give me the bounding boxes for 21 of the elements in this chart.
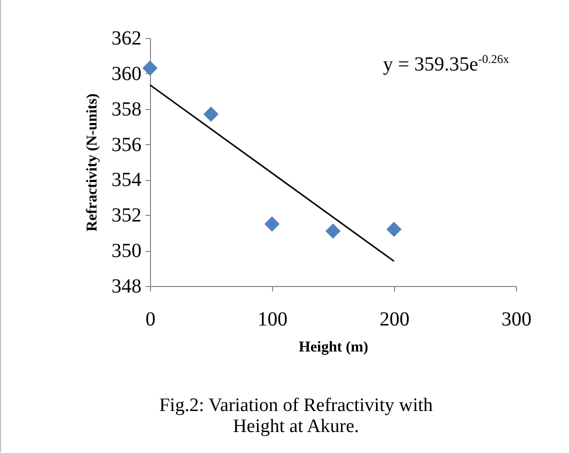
y-tick-label: 354 [112,169,142,192]
y-tick-label: 362 [112,28,142,50]
x-tick-label: 200 [380,308,410,330]
x-tick-label: 0 [146,308,156,330]
y-tick-label: 360 [112,62,142,85]
y-tick-label: 348 [112,276,142,298]
y-tick-label: 350 [112,240,142,262]
point [203,106,219,122]
y-tick-label: 356 [112,134,142,156]
caption: Fig.2: Variation of Refractivity with Height at Akure. [158,395,434,437]
y-axis-title: Refractivity (N-units) [84,94,100,232]
x-tick-label: 100 [258,308,288,330]
point [264,216,280,232]
y-tick-label: 352 [112,204,142,227]
point [386,222,402,237]
x-axis-title: Height (m) [298,340,368,356]
y-tick-label: 358 [112,98,142,120]
point [142,60,158,76]
x-tick-label: 300 [502,308,532,330]
annotation: y = 359.35e$^{-0.26x}$ [383,52,510,77]
point [325,224,341,239]
